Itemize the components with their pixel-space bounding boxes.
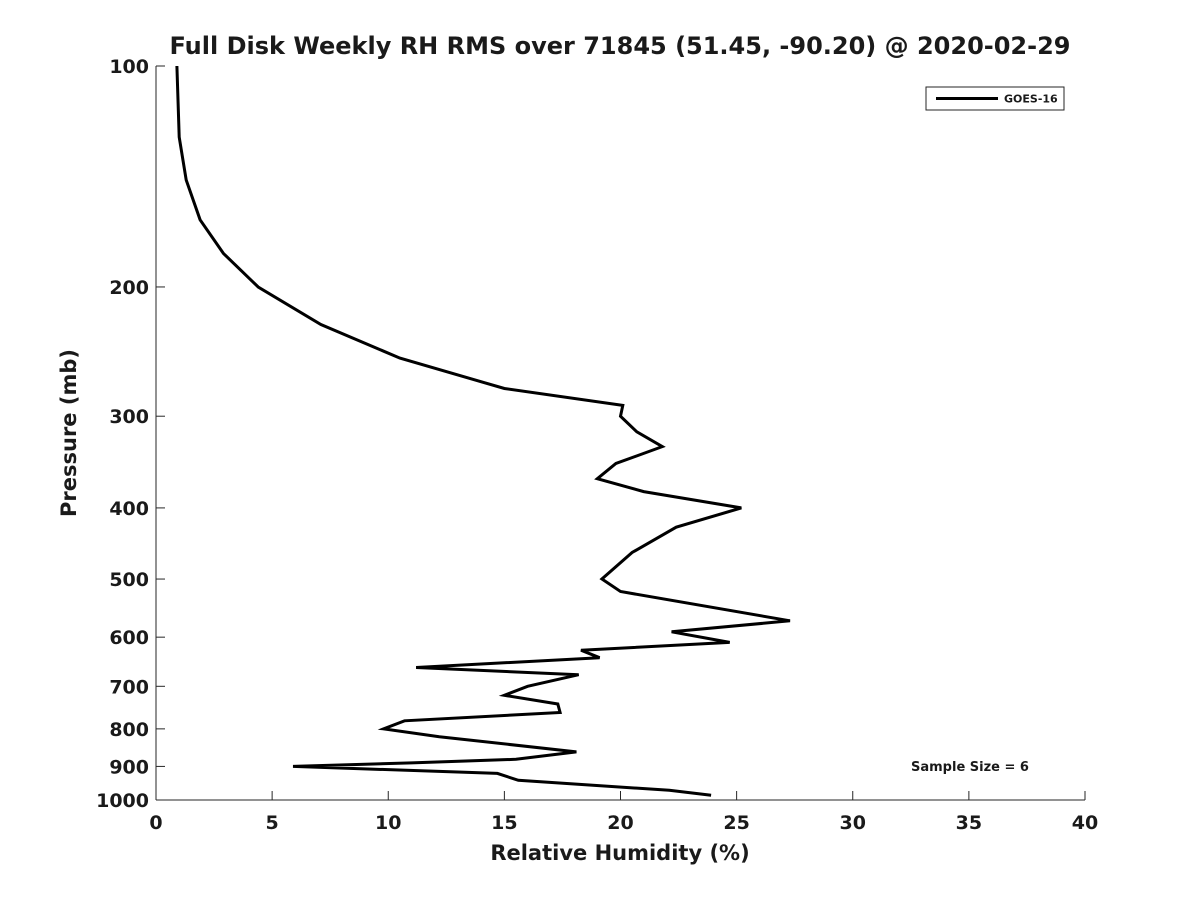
x-axis-label: Relative Humidity (%) [490, 841, 749, 865]
x-tick-label: 10 [375, 812, 401, 834]
y-tick-label: 800 [109, 719, 149, 741]
series-group [175, 65, 791, 797]
x-tick-label: 20 [607, 812, 633, 834]
y-tick-label: 700 [109, 676, 149, 698]
y-tick-label: 300 [109, 406, 149, 428]
y-tick-group: 100 200 300 400 500 600 700 800 900 1000 [96, 56, 165, 812]
sample-size-annotation: Sample Size = 6 [911, 760, 1029, 775]
y-tick-label: 900 [109, 756, 149, 778]
legend-entry-goes-16: GOES-16 [1004, 93, 1058, 106]
y-tick-label: 600 [109, 627, 149, 649]
x-tick-label: 25 [723, 812, 749, 834]
x-tick-label: 15 [491, 812, 517, 834]
legend: GOES-16 [925, 86, 1065, 111]
y-tick-label: 100 [109, 56, 149, 78]
x-tick-group: 0 5 10 15 20 25 30 35 40 [149, 791, 1098, 834]
x-tick-label: 5 [266, 812, 279, 834]
x-tick-label: 30 [840, 812, 866, 834]
y-tick-label: 1000 [96, 790, 149, 812]
chart-title: Full Disk Weekly RH RMS over 71845 (51.4… [169, 32, 1070, 60]
y-axis-label: Pressure (mb) [57, 349, 81, 517]
y-tick-label: 500 [109, 569, 149, 591]
series-line-goes-16 [175, 65, 791, 797]
x-tick-label: 40 [1072, 812, 1098, 834]
x-tick-label: 0 [149, 812, 162, 834]
x-tick-label: 35 [956, 812, 982, 834]
y-tick-label: 400 [109, 498, 149, 520]
y-tick-label: 200 [109, 277, 149, 299]
